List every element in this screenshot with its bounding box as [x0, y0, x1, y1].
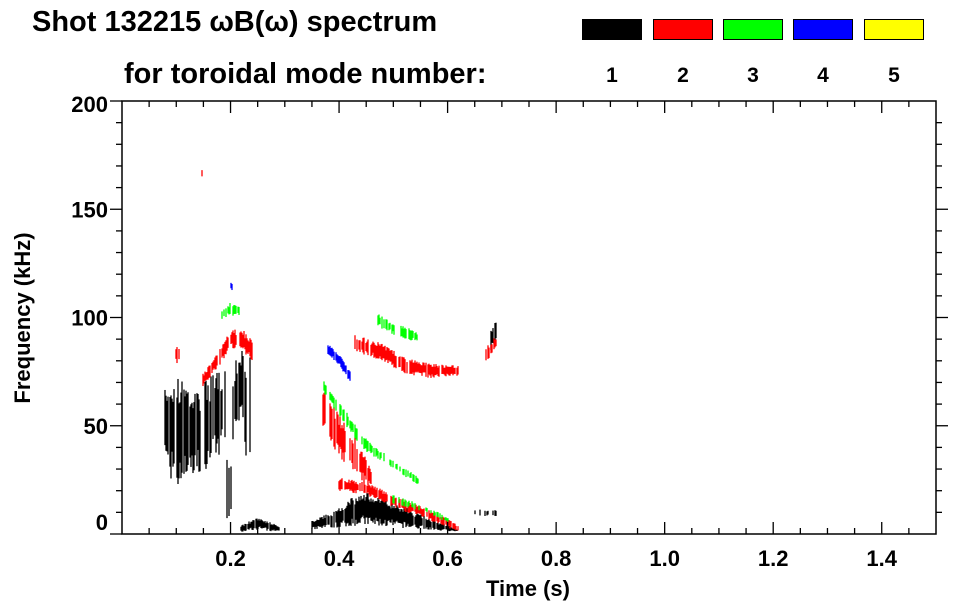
mode-4-feature: [327, 345, 351, 381]
mode-2-feature: [338, 478, 459, 531]
y-tick-label: 100: [71, 306, 108, 331]
x-tick-label: 1.4: [866, 546, 897, 571]
mode-4-feature: [230, 282, 233, 291]
chart-title: Shot 132215 ωB(ω) spectrum: [32, 6, 438, 38]
mode-1-feature: [311, 493, 458, 532]
x-tick-label: 1.0: [649, 546, 680, 571]
legend-caption: for toroidal mode number:: [124, 58, 487, 90]
y-tick-label: 0: [96, 510, 108, 535]
x-axis-title: Time (s): [486, 576, 570, 601]
legend-label-mode-5: 5: [888, 64, 900, 87]
mode-1-feature: [164, 371, 226, 484]
legend-label-mode-4: 4: [817, 64, 829, 87]
legend-label-mode-1: 1: [606, 64, 618, 87]
plot-frame: [121, 100, 937, 535]
mode-2-feature: [485, 338, 497, 361]
x-tick-label: 0.8: [541, 546, 572, 571]
x-tick-label: 0.6: [432, 546, 463, 571]
mode-3-feature: [377, 314, 418, 341]
y-axis-title: Frequency (kHz): [10, 232, 35, 403]
mode-1-feature: [226, 459, 232, 519]
y-tick-label: 150: [71, 197, 108, 222]
y-tick-label: 200: [71, 92, 108, 117]
mode-2-feature: [175, 347, 180, 364]
mode-2-feature: [202, 329, 253, 387]
legend-swatch-mode-3: [723, 19, 783, 40]
legend-swatch-mode-4: [793, 19, 853, 40]
mode-3-feature: [392, 495, 449, 522]
legend-swatch-mode-5: [864, 19, 924, 40]
x-tick-label: 0.4: [324, 546, 355, 571]
mode-2-feature: [354, 335, 459, 378]
mode-2-feature: [322, 392, 372, 486]
legend-label-mode-3: 3: [747, 64, 759, 87]
x-tick-label: 1.2: [758, 546, 789, 571]
mode-3-feature: [221, 303, 240, 319]
legend-swatch-mode-1: [582, 19, 642, 40]
legend-swatch-mode-2: [653, 19, 713, 40]
x-tick-label: 0.2: [215, 546, 246, 571]
mode-1-feature: [474, 509, 497, 517]
legend-label-mode-2: 2: [677, 64, 689, 87]
mode-1-feature: [240, 518, 280, 532]
y-tick-label: 50: [84, 414, 108, 439]
mode-1-feature: [232, 351, 251, 456]
mode-3-feature: [323, 381, 419, 484]
